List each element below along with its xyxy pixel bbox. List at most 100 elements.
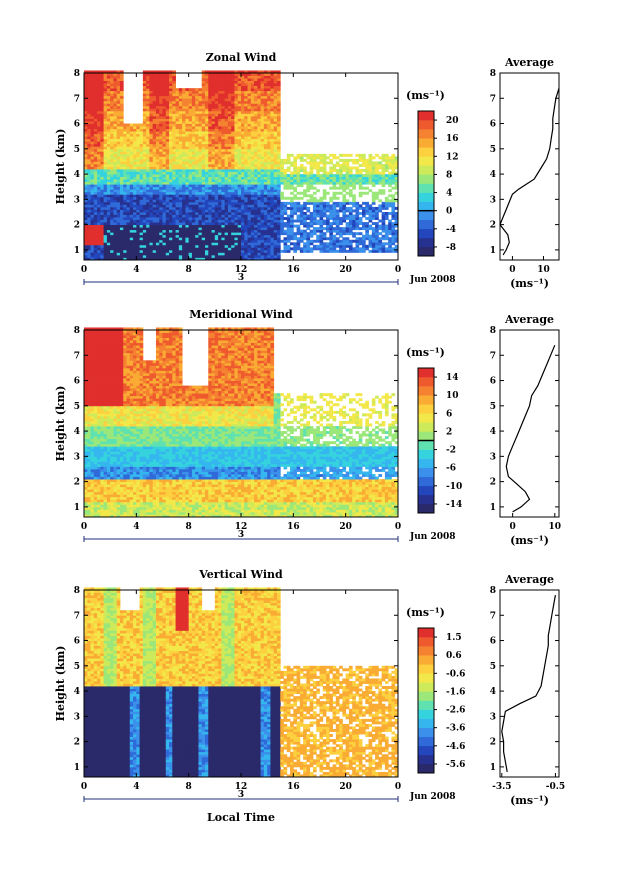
heatmap-cell bbox=[103, 229, 108, 233]
heatmap-cell bbox=[155, 141, 160, 145]
heatmap-cell bbox=[159, 206, 163, 210]
heatmap-cell bbox=[103, 148, 108, 152]
heatmap-cell bbox=[224, 222, 229, 226]
heatmap-cell bbox=[195, 156, 199, 160]
heatmap-cell bbox=[106, 108, 111, 112]
heatmap-cell bbox=[110, 141, 114, 145]
heatmap-cell bbox=[237, 181, 242, 185]
heatmap-cell bbox=[244, 151, 248, 155]
heatmap-cell bbox=[276, 166, 281, 170]
heatmap-cell bbox=[175, 224, 180, 228]
heatmap-cell bbox=[119, 151, 124, 155]
heatmap-cell bbox=[149, 100, 154, 104]
heatmap-cell bbox=[201, 214, 206, 218]
heatmap-cell bbox=[119, 121, 124, 124]
heatmap-cell bbox=[185, 184, 190, 188]
heatmap-cell bbox=[267, 128, 271, 132]
heatmap-cell bbox=[322, 211, 327, 215]
heatmap-cell bbox=[142, 80, 147, 84]
heatmap-cell bbox=[339, 176, 343, 180]
heatmap-cell bbox=[123, 201, 127, 205]
heatmap-cell bbox=[290, 211, 294, 215]
heatmap-cell bbox=[263, 138, 268, 142]
heatmap-cell bbox=[270, 237, 275, 241]
heatmap-cell bbox=[227, 151, 232, 155]
heatmap-cell bbox=[195, 214, 199, 218]
heatmap-cell bbox=[169, 156, 173, 160]
heatmap-cell bbox=[339, 158, 343, 162]
heatmap-cell bbox=[152, 254, 157, 258]
heatmap-cell bbox=[254, 98, 258, 102]
heatmap-cell bbox=[123, 131, 127, 135]
heatmap-cell bbox=[90, 252, 95, 256]
heatmap-cell bbox=[100, 169, 105, 172]
heatmap-cell bbox=[221, 237, 226, 241]
heatmap-cell bbox=[90, 110, 95, 114]
heatmap-cell bbox=[136, 148, 141, 152]
heatmap-cell bbox=[221, 108, 226, 112]
heatmap-cell bbox=[113, 171, 118, 175]
heatmap-cell bbox=[93, 252, 98, 256]
heatmap-cell bbox=[165, 163, 170, 167]
heatmap-cell bbox=[162, 88, 167, 92]
heatmap-cell bbox=[283, 232, 288, 236]
heatmap-cell bbox=[221, 194, 226, 198]
heatmap-cell bbox=[221, 83, 226, 87]
heatmap-cell bbox=[116, 217, 121, 220]
heatmap-cell bbox=[172, 214, 176, 218]
heatmap-cell bbox=[116, 126, 121, 129]
heatmap-cell bbox=[276, 237, 281, 241]
heatmap-cell bbox=[270, 113, 275, 117]
heatmap-cell bbox=[218, 247, 222, 251]
heatmap-cell bbox=[270, 222, 275, 226]
heatmap-cell bbox=[231, 75, 235, 79]
heatmap-cell bbox=[276, 244, 281, 248]
heatmap-cell bbox=[152, 242, 157, 246]
heatmap-cell bbox=[149, 141, 154, 145]
heatmap-cell bbox=[142, 242, 147, 246]
heatmap-cell bbox=[178, 110, 183, 114]
heatmap-cell bbox=[234, 90, 239, 94]
heatmap-cell bbox=[319, 161, 324, 165]
heatmap-cell bbox=[286, 237, 291, 241]
heatmap-cell bbox=[309, 234, 314, 238]
heatmap-cell bbox=[208, 244, 212, 248]
heatmap-cell bbox=[191, 163, 196, 167]
heatmap-cell bbox=[97, 219, 101, 223]
heatmap-cell bbox=[133, 163, 137, 167]
heatmap-cell bbox=[335, 217, 340, 220]
heatmap-cell bbox=[231, 249, 235, 253]
heatmap-cell bbox=[165, 179, 170, 183]
heatmap-cell bbox=[123, 126, 127, 129]
heatmap-cell bbox=[113, 232, 118, 236]
heatmap-cell bbox=[342, 199, 347, 203]
heatmap-cell bbox=[152, 148, 157, 152]
heatmap-cell bbox=[198, 141, 203, 145]
heatmap-cell bbox=[231, 257, 235, 261]
heatmap-cell bbox=[103, 103, 108, 107]
heatmap-cell bbox=[267, 224, 271, 228]
heatmap-cell bbox=[221, 229, 226, 233]
heatmap-cell bbox=[254, 209, 258, 213]
heatmap-cell bbox=[188, 103, 193, 107]
heatmap-cell bbox=[234, 138, 239, 142]
heatmap-cell bbox=[195, 118, 199, 122]
heatmap-cell bbox=[293, 232, 298, 236]
heatmap-cell bbox=[188, 189, 193, 193]
heatmap-cell bbox=[90, 143, 95, 147]
heatmap-cell bbox=[221, 115, 226, 119]
heatmap-cell bbox=[84, 211, 88, 215]
heatmap-cell bbox=[276, 224, 281, 228]
heatmap-cell bbox=[290, 204, 294, 208]
heatmap-cell bbox=[260, 209, 265, 213]
heatmap-cell bbox=[257, 214, 262, 218]
heatmap-cell bbox=[234, 156, 239, 160]
heatmap-cell bbox=[306, 171, 311, 175]
heatmap-cell bbox=[250, 121, 255, 124]
heatmap-cell bbox=[100, 201, 105, 205]
heatmap-cell bbox=[227, 244, 232, 248]
heatmap-cell bbox=[224, 169, 229, 172]
heatmap-cell bbox=[119, 123, 124, 127]
heatmap-cell bbox=[205, 257, 209, 261]
heatmap-cell bbox=[198, 161, 203, 165]
